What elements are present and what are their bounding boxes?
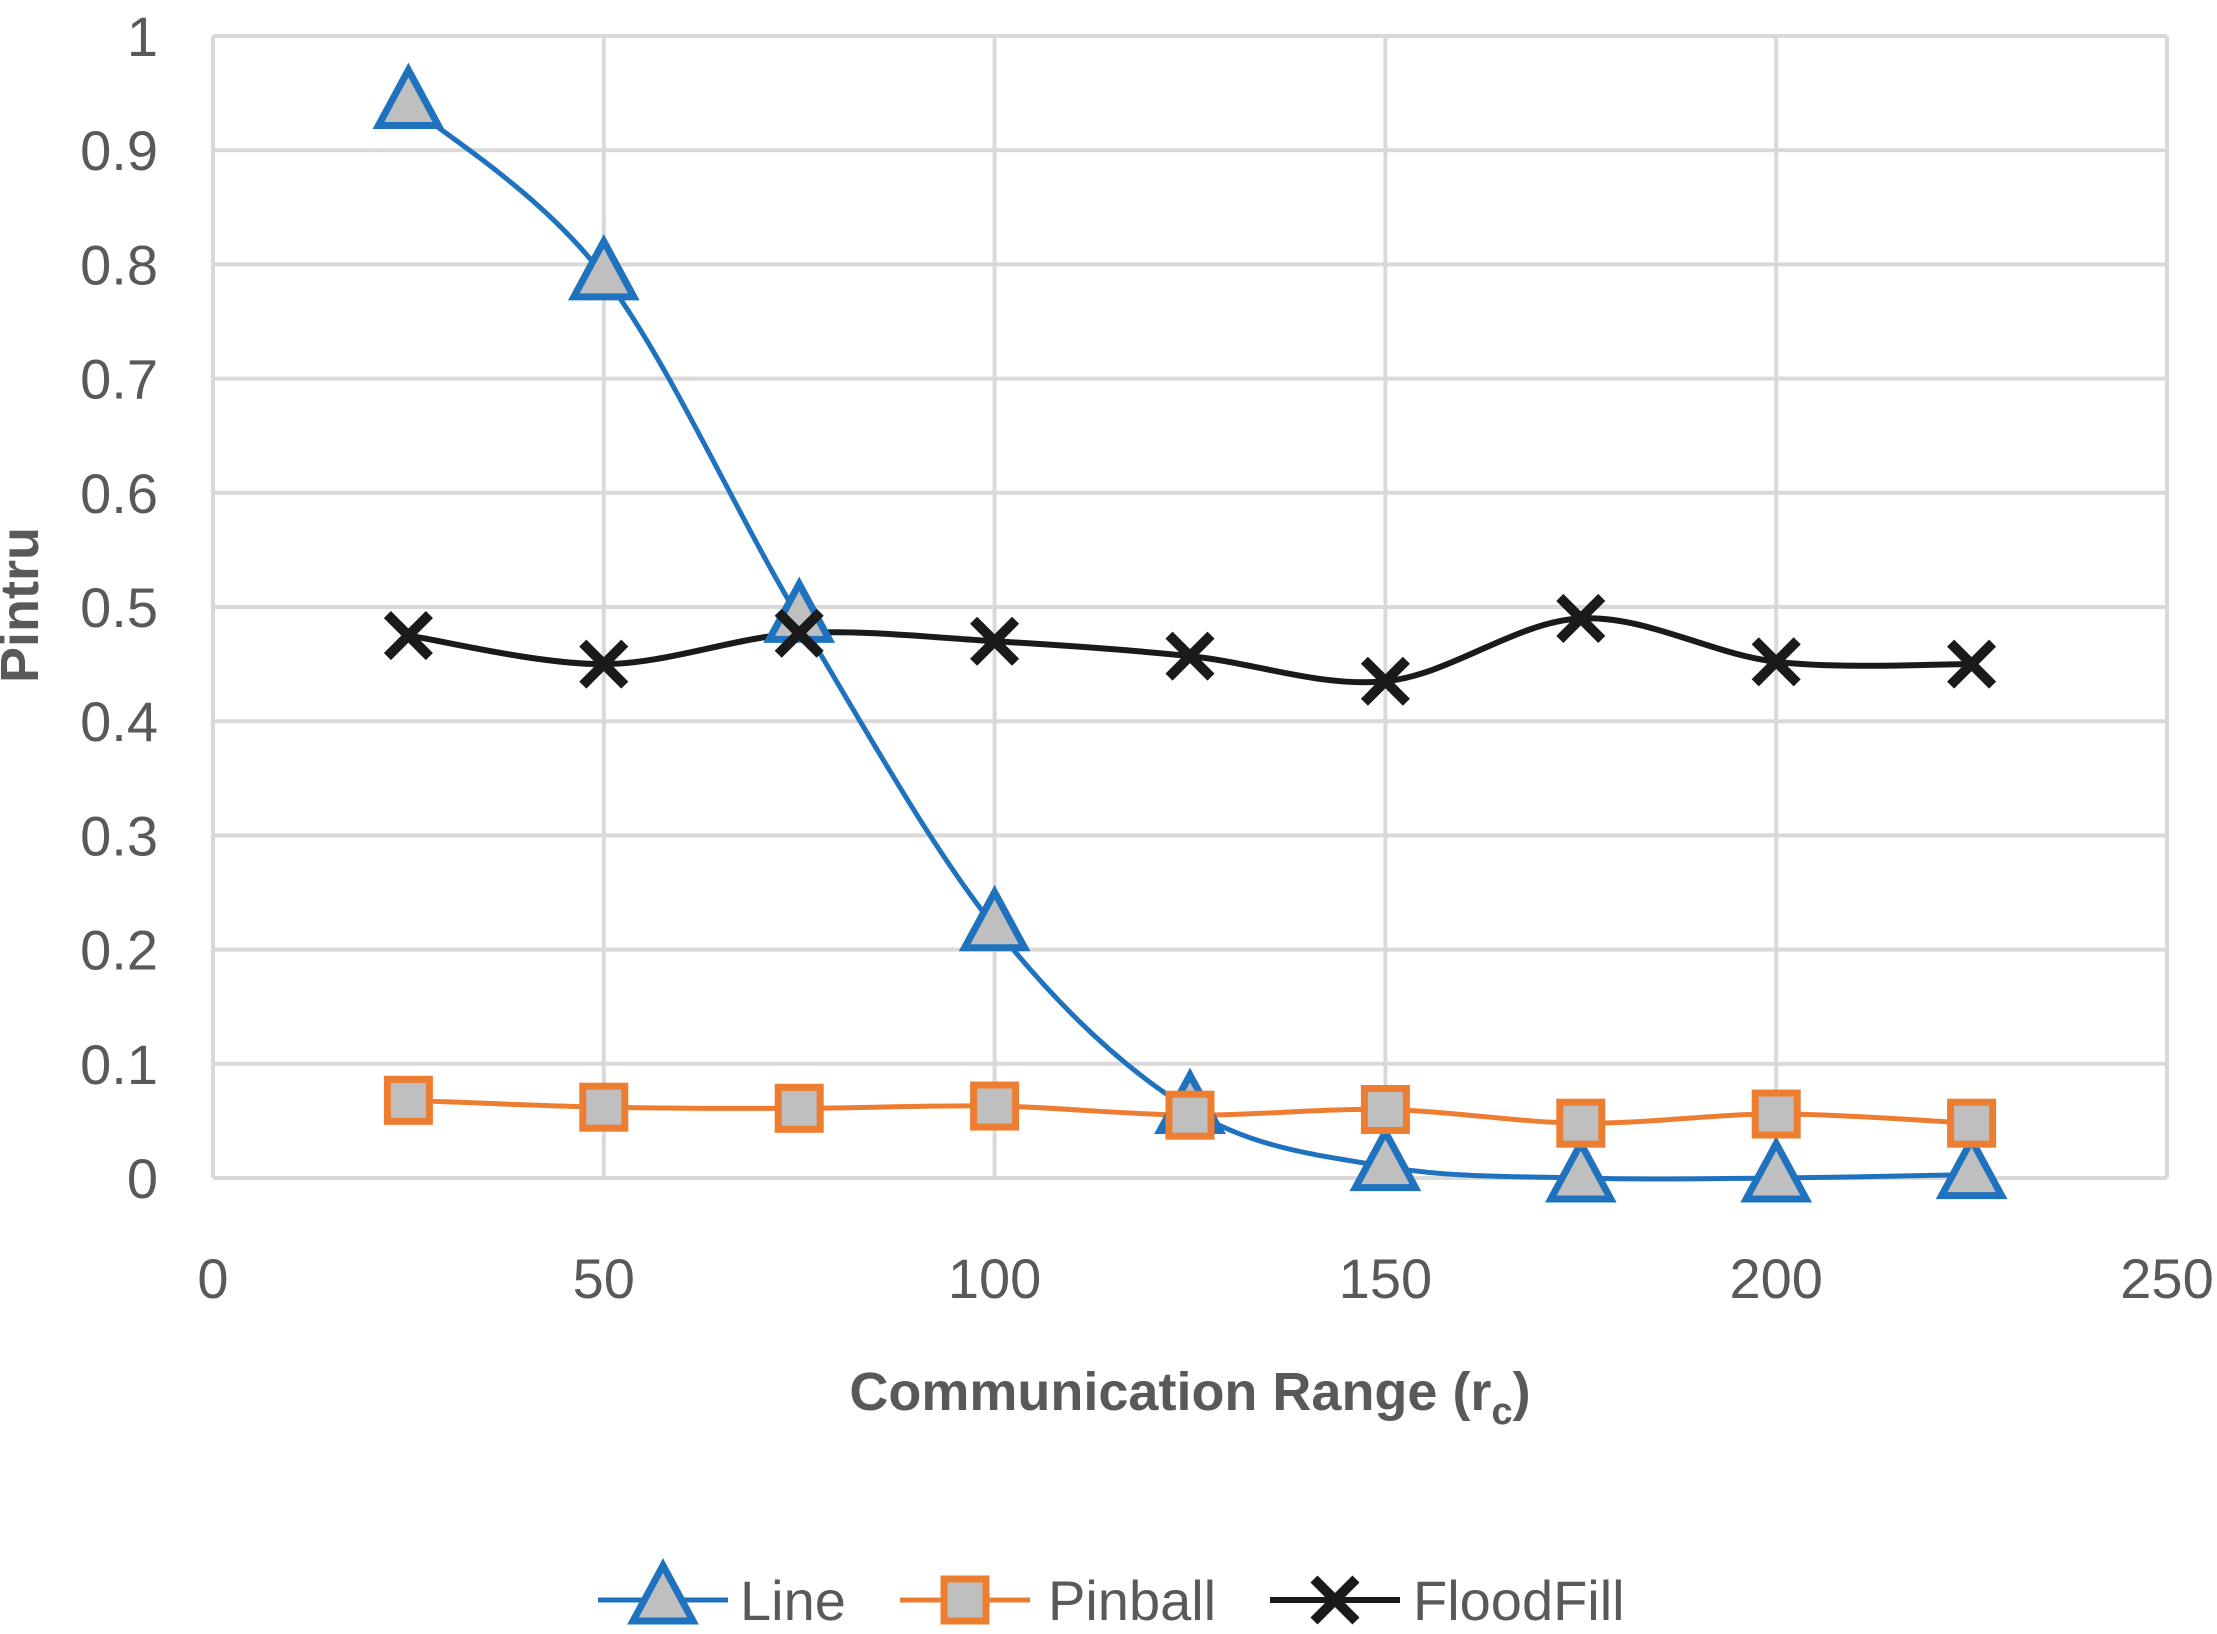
y-tick-label: 0.3 — [80, 804, 158, 867]
x-tick-label: 200 — [1729, 1247, 1822, 1310]
x-axis-label: Communication Range (rc) — [849, 1362, 1530, 1433]
x-tick-label: 100 — [948, 1247, 1041, 1310]
series-markers — [372, 62, 2008, 1203]
legend-marker-line — [627, 1558, 699, 1625]
data-point-pinball — [1556, 1098, 1606, 1148]
x-axis-label-main: Communication Range (r — [849, 1362, 1491, 1422]
y-tick-label: 0.2 — [80, 919, 158, 982]
data-point-pinball — [579, 1082, 629, 1132]
data-point-floodfill — [1165, 631, 1215, 681]
data-point-floodfill — [383, 611, 433, 661]
x-tick-label: 250 — [2120, 1247, 2213, 1310]
data-point-floodfill — [1751, 637, 1801, 687]
legend-label-floodfill: FloodFill — [1413, 1569, 1625, 1632]
data-point-line — [1740, 1136, 1813, 1203]
y-tick-label: 1 — [127, 5, 158, 68]
data-point-pinball — [1165, 1090, 1215, 1140]
data-point-line — [958, 884, 1031, 952]
legend: Line Pinball FloodFill — [598, 1558, 1625, 1632]
data-point-pinball — [383, 1075, 433, 1125]
x-axis-label-close: ) — [1513, 1362, 1531, 1422]
data-point-floodfill — [1947, 639, 1997, 689]
data-point-pinball — [774, 1083, 824, 1133]
legend-marker-pinball — [940, 1575, 990, 1625]
data-point-pinball — [1947, 1098, 1997, 1148]
data-point-pinball — [1360, 1084, 1410, 1134]
legend-label-line: Line — [740, 1569, 846, 1632]
legend-label-pinball: Pinball — [1048, 1569, 1216, 1632]
data-point-floodfill — [774, 608, 824, 658]
y-tick-label: 0.8 — [80, 233, 158, 296]
y-tick-labels: 0 0.1 0.2 0.3 0.4 0.5 0.6 0.7 0.8 0.9 1 — [80, 5, 158, 1210]
legend-marker-floodfill — [1310, 1575, 1360, 1625]
data-point-line — [1935, 1132, 2008, 1200]
data-point-floodfill — [1556, 593, 1606, 643]
y-tick-label: 0.6 — [80, 462, 158, 525]
data-point-pinball — [1751, 1089, 1801, 1139]
data-point-floodfill — [970, 616, 1020, 666]
x-tick-labels: 0 50 100 150 200 250 — [197, 1247, 2213, 1310]
y-tick-label: 0.7 — [80, 348, 158, 411]
x-axis-label-subscript: c — [1491, 1391, 1512, 1433]
y-tick-label: 0.5 — [80, 576, 158, 639]
x-tick-label: 50 — [573, 1247, 635, 1310]
y-tick-label: 0.1 — [80, 1033, 158, 1096]
data-point-pinball — [970, 1081, 1020, 1131]
y-axis-label: Pintru — [0, 527, 50, 683]
gridlines — [211, 34, 2169, 1180]
data-point-line — [372, 62, 445, 130]
y-tick-label: 0.4 — [80, 690, 158, 753]
data-point-line — [1349, 1124, 1422, 1192]
data-point-floodfill — [1360, 656, 1410, 706]
y-tick-label: 0.9 — [80, 119, 158, 182]
data-point-line — [567, 233, 640, 301]
x-tick-label: 0 — [197, 1247, 228, 1310]
x-tick-label: 150 — [1339, 1247, 1432, 1310]
data-point-line — [1544, 1136, 1617, 1203]
series-line-line — [406, 102, 1972, 1182]
data-point-floodfill — [579, 639, 629, 689]
y-tick-label: 0 — [127, 1147, 158, 1210]
